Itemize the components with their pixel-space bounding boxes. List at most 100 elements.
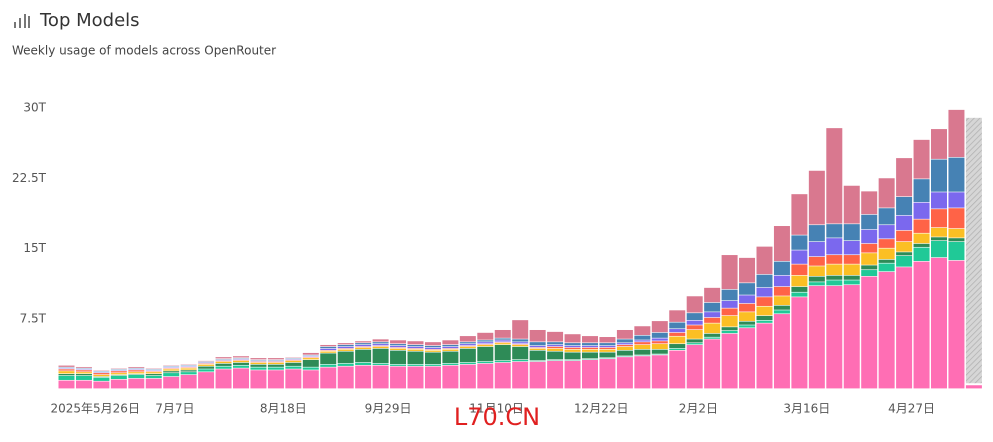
bar-segment bbox=[582, 360, 598, 388]
bar-segment bbox=[931, 209, 947, 227]
bar-segment bbox=[739, 322, 755, 325]
bar-segment bbox=[390, 340, 406, 343]
bar-segment bbox=[948, 238, 964, 241]
bar-segment bbox=[128, 367, 144, 368]
bar-segment bbox=[477, 362, 493, 363]
bar-segment bbox=[250, 365, 266, 367]
bar-segment bbox=[861, 244, 877, 253]
bar-segment bbox=[757, 316, 773, 320]
bar-segment bbox=[216, 369, 232, 388]
bar-segment bbox=[809, 266, 825, 276]
bar-segment bbox=[844, 241, 860, 254]
bar-segment bbox=[512, 347, 528, 360]
bar-segment bbox=[338, 347, 354, 348]
bar-segment bbox=[774, 310, 790, 313]
bar-segment bbox=[704, 337, 720, 338]
bar-segment bbox=[757, 321, 773, 323]
bar-segment bbox=[914, 244, 930, 247]
bar-segment bbox=[373, 339, 389, 341]
bar-segment bbox=[826, 128, 842, 223]
bar-segment bbox=[652, 350, 668, 354]
bar-segment bbox=[844, 255, 860, 264]
bar-segment bbox=[914, 219, 930, 232]
bar-segment bbox=[652, 321, 668, 332]
x-tick-label: 12月22日 bbox=[574, 402, 629, 416]
bar-segment bbox=[565, 350, 581, 352]
chart-icon bbox=[15, 14, 29, 28]
bar-segment bbox=[338, 352, 354, 364]
bar-segment bbox=[477, 333, 493, 340]
bar-segment bbox=[722, 331, 738, 333]
bar-segment bbox=[809, 277, 825, 282]
bar-segment bbox=[687, 296, 703, 312]
bar-segment bbox=[774, 287, 790, 296]
bar-segment bbox=[582, 343, 598, 345]
bar-segment bbox=[914, 248, 930, 261]
bar-segment bbox=[948, 158, 964, 192]
bar-segment bbox=[948, 208, 964, 228]
bar-segment bbox=[582, 336, 598, 342]
bar-segment bbox=[582, 352, 598, 358]
bar-segment bbox=[582, 348, 598, 349]
bar-segment bbox=[896, 216, 912, 230]
bar-segment bbox=[216, 357, 232, 358]
bar-segment bbox=[512, 360, 528, 361]
bar-segment bbox=[373, 342, 389, 343]
bar-segment bbox=[76, 370, 92, 371]
bar-segment bbox=[565, 348, 581, 349]
bar-segment bbox=[163, 373, 179, 376]
bar-segment bbox=[547, 342, 563, 344]
bar-segment bbox=[879, 260, 895, 263]
bar-segment bbox=[687, 330, 703, 339]
bar-segment bbox=[338, 350, 354, 351]
bar-segment bbox=[111, 380, 127, 389]
bar-segment bbox=[826, 286, 842, 388]
bar-segment bbox=[373, 364, 389, 365]
bar-segment bbox=[948, 110, 964, 157]
bar-segment bbox=[390, 349, 406, 350]
bar-segment bbox=[547, 347, 563, 348]
bar-segment bbox=[495, 330, 511, 338]
bar-segment bbox=[931, 228, 947, 237]
bar-segment bbox=[861, 277, 877, 389]
bar-segment bbox=[896, 158, 912, 196]
bar-segment bbox=[460, 344, 476, 345]
bar-segment bbox=[233, 361, 249, 362]
bar-segment bbox=[617, 357, 633, 388]
bar-segment bbox=[774, 314, 790, 388]
bar-segment bbox=[634, 356, 650, 388]
bar-segment bbox=[565, 334, 581, 342]
bar-segment bbox=[425, 348, 441, 349]
bar-segment bbox=[914, 203, 930, 219]
bar-segment bbox=[722, 255, 738, 289]
bar-segment bbox=[722, 290, 738, 301]
bar-segment bbox=[809, 171, 825, 225]
bar-segment bbox=[303, 360, 319, 367]
bar-segment bbox=[966, 385, 982, 388]
bar-segment bbox=[373, 349, 389, 363]
bar-segment bbox=[844, 280, 860, 284]
y-tick-label: 7.5T bbox=[20, 311, 47, 325]
bar-segment bbox=[355, 348, 371, 349]
bar-segment bbox=[181, 368, 197, 369]
bar-segment bbox=[268, 363, 284, 364]
bar-segment bbox=[338, 343, 354, 344]
bar-segment bbox=[826, 280, 842, 285]
bar-segment bbox=[390, 344, 406, 345]
bar-segment bbox=[739, 325, 755, 327]
bar-segment bbox=[390, 346, 406, 347]
bar-segment bbox=[757, 323, 773, 388]
bar-segment bbox=[93, 382, 109, 389]
bar-segment bbox=[669, 344, 685, 348]
bar-segment bbox=[879, 225, 895, 238]
bar-segment bbox=[59, 369, 75, 370]
bar-segment bbox=[320, 367, 336, 388]
bar-segment bbox=[547, 332, 563, 342]
x-tick-label: 2025年5月26日 bbox=[51, 402, 140, 416]
bar-segment bbox=[111, 371, 127, 372]
bar-segment bbox=[634, 340, 650, 341]
bar-segment bbox=[512, 339, 528, 341]
bar-segment bbox=[355, 345, 371, 346]
